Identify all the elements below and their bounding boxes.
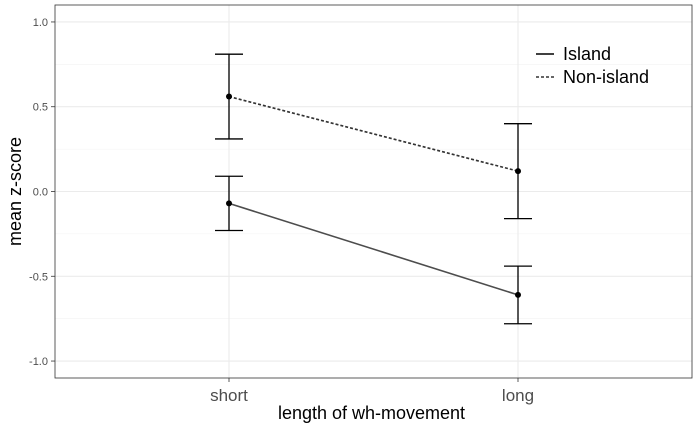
x-axis-title: length of wh-movement — [278, 403, 465, 423]
data-point — [515, 291, 521, 298]
y-tick-label: -1.0 — [29, 356, 48, 368]
series-line-island — [228, 202, 519, 296]
series-lines — [228, 95, 519, 296]
x-tick-label: short — [210, 386, 248, 405]
x-axis: short long — [210, 378, 534, 405]
y-tick-label: 0.0 — [33, 187, 48, 199]
x-tick-label: long — [502, 386, 534, 405]
grid-minor-lines — [55, 64, 692, 319]
legend-label: Non-island — [563, 67, 649, 87]
legend-item: Island — [536, 44, 611, 64]
legend-item: Non-island — [536, 67, 649, 87]
y-axis: 1.0 0.5 0.0 -0.5 -1.0 — [29, 17, 55, 368]
series-line-non-island — [228, 95, 519, 172]
y-tick-label: 0.5 — [33, 102, 48, 114]
error-bars — [215, 53, 532, 325]
data-point — [226, 93, 232, 100]
data-points — [226, 93, 521, 298]
y-tick-label: 1.0 — [33, 17, 48, 29]
grid-major-lines — [55, 5, 692, 378]
legend: Island Non-island — [536, 44, 649, 87]
y-tick-label: -0.5 — [29, 271, 48, 283]
data-point — [226, 200, 232, 207]
legend-label: Island — [563, 44, 611, 64]
y-axis-title: mean z-score — [5, 137, 25, 246]
data-point — [515, 168, 521, 175]
